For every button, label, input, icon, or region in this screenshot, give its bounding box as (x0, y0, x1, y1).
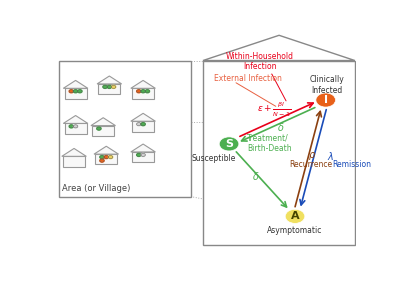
Text: Within-Household
Infection: Within-Household Infection (226, 52, 294, 71)
Circle shape (137, 90, 141, 93)
Text: A: A (291, 211, 299, 221)
Circle shape (73, 90, 78, 93)
Bar (132, 152, 154, 162)
Bar (65, 123, 87, 134)
Circle shape (145, 90, 150, 93)
Bar (92, 126, 114, 136)
Circle shape (69, 90, 73, 93)
Circle shape (141, 153, 145, 156)
Text: $\delta$: $\delta$ (252, 170, 260, 182)
Circle shape (73, 125, 78, 128)
Polygon shape (63, 115, 88, 123)
Text: Treatment/
Birth-Death: Treatment/ Birth-Death (248, 133, 292, 152)
Circle shape (316, 93, 335, 107)
Text: $\rho$: $\rho$ (308, 150, 316, 162)
Bar (95, 154, 117, 164)
Text: Susceptible: Susceptible (192, 154, 236, 163)
Polygon shape (63, 80, 88, 88)
Circle shape (107, 85, 112, 88)
Circle shape (100, 156, 104, 159)
Bar (132, 121, 154, 131)
Polygon shape (131, 113, 155, 121)
Circle shape (78, 90, 82, 93)
Polygon shape (131, 144, 155, 152)
Text: Clinically
Infected: Clinically Infected (310, 76, 345, 95)
Polygon shape (203, 35, 355, 60)
Circle shape (285, 209, 305, 223)
Polygon shape (91, 118, 116, 126)
Circle shape (141, 90, 145, 93)
Text: Remission: Remission (332, 160, 371, 169)
Bar (132, 88, 154, 99)
Polygon shape (62, 148, 86, 156)
Circle shape (103, 85, 107, 88)
Bar (98, 84, 120, 94)
Circle shape (104, 156, 109, 159)
Bar (63, 156, 85, 167)
Polygon shape (131, 80, 155, 88)
Circle shape (69, 125, 73, 128)
Circle shape (112, 85, 116, 88)
Text: $\delta$: $\delta$ (277, 121, 284, 133)
Text: External Infection: External Infection (214, 74, 282, 83)
Text: $\varepsilon+\frac{\beta I}{N-1}$: $\varepsilon+\frac{\beta I}{N-1}$ (257, 101, 291, 119)
Circle shape (109, 156, 113, 159)
Text: $\lambda$: $\lambda$ (327, 150, 334, 162)
Circle shape (137, 153, 141, 156)
Circle shape (97, 127, 101, 130)
Text: Asymptomatic: Asymptomatic (267, 226, 323, 235)
Bar (65, 88, 87, 99)
Polygon shape (94, 146, 118, 154)
Bar (203, 60, 355, 245)
Text: Recurrence: Recurrence (289, 160, 332, 169)
Circle shape (219, 137, 239, 151)
Circle shape (100, 159, 104, 162)
Circle shape (141, 123, 145, 126)
Text: S: S (225, 139, 233, 149)
Text: I: I (324, 95, 328, 105)
Polygon shape (97, 76, 122, 84)
Text: Area (or Village): Area (or Village) (63, 184, 131, 193)
Circle shape (137, 123, 141, 126)
Bar (59, 60, 191, 197)
